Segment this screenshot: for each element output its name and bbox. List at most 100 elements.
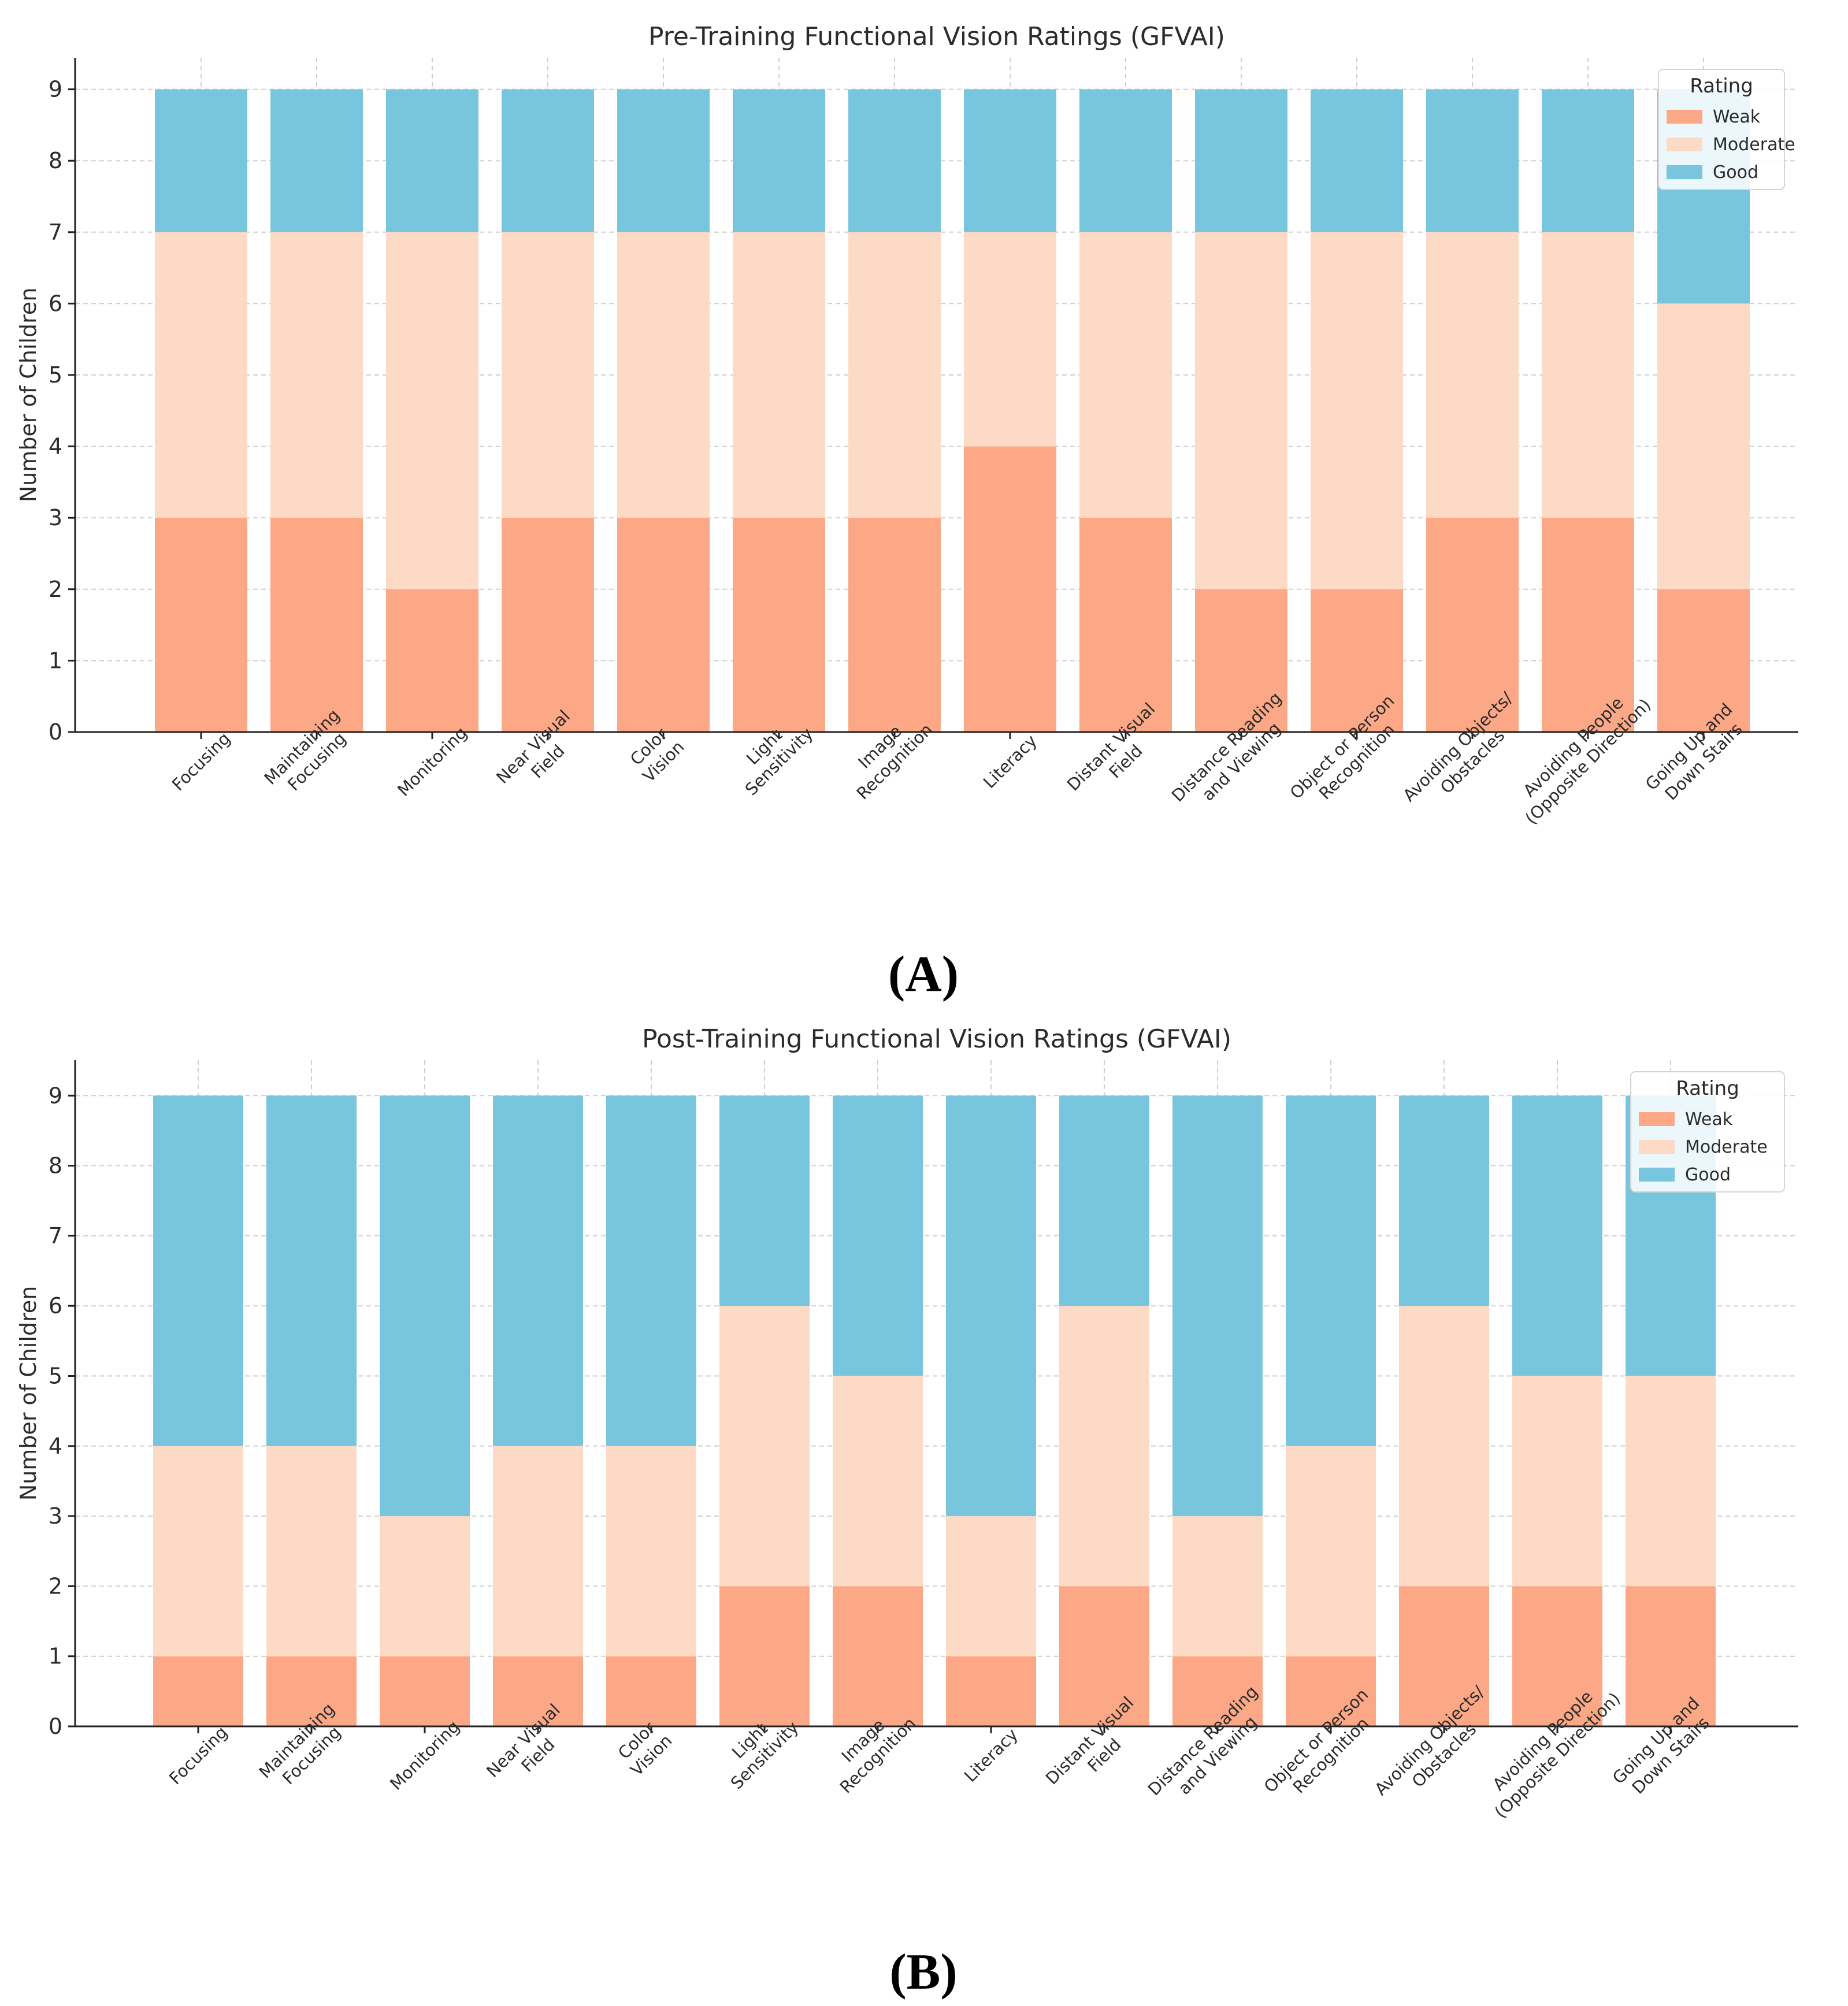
legend-label-weak: Weak bbox=[1713, 107, 1761, 127]
y-axis-label-group: Number of Children bbox=[16, 1286, 41, 1501]
bar-weak bbox=[1512, 1586, 1602, 1726]
bar-weak bbox=[1311, 589, 1403, 732]
bar-moderate bbox=[617, 232, 710, 518]
bar-good bbox=[1195, 89, 1287, 232]
bar-moderate bbox=[606, 1446, 696, 1656]
y-tick-label: 7 bbox=[49, 220, 62, 245]
bar-weak bbox=[1195, 589, 1287, 732]
bar-moderate bbox=[1195, 232, 1287, 589]
bar-weak bbox=[502, 518, 594, 732]
bar-moderate bbox=[270, 232, 363, 518]
bars bbox=[153, 1095, 1716, 1726]
legend-label-moderate: Moderate bbox=[1685, 1137, 1768, 1157]
x-tick-label-line: Literacy bbox=[960, 1725, 1022, 1786]
bar-moderate bbox=[1512, 1376, 1602, 1587]
legend-swatch-good bbox=[1639, 1168, 1675, 1182]
bar-good bbox=[733, 89, 825, 232]
y-tick-label: 9 bbox=[49, 1083, 62, 1108]
bar-good bbox=[1311, 89, 1403, 232]
bar-good bbox=[502, 89, 594, 232]
bar-weak bbox=[733, 518, 825, 732]
bar-moderate bbox=[266, 1446, 357, 1656]
bar-moderate bbox=[1426, 232, 1519, 518]
legend-box bbox=[1630, 1071, 1785, 1193]
legend-label-weak: Weak bbox=[1685, 1109, 1733, 1130]
bar-good bbox=[380, 1095, 470, 1517]
x-tick-label: Literacy bbox=[960, 1725, 1022, 1786]
bar-weak bbox=[1286, 1656, 1376, 1726]
y-tick-label: 8 bbox=[49, 1153, 62, 1179]
chart-title: Pre-Training Functional Vision Ratings (… bbox=[648, 22, 1225, 51]
y-tick-label: 4 bbox=[49, 434, 62, 459]
bar-moderate bbox=[1059, 1306, 1149, 1587]
x-tick-label: Literacy bbox=[979, 731, 1041, 792]
bar-moderate bbox=[833, 1376, 923, 1587]
legend-title: Rating bbox=[1690, 75, 1753, 98]
bar-weak bbox=[380, 1656, 470, 1726]
bar-weak bbox=[1626, 1586, 1716, 1726]
y-tick-label: 3 bbox=[49, 505, 62, 530]
bar-weak bbox=[964, 446, 1056, 732]
legend-label-good: Good bbox=[1685, 1165, 1731, 1185]
bar-weak bbox=[1426, 518, 1519, 732]
legend: Rating Weak Moderate Good bbox=[1658, 69, 1795, 190]
legend-swatch-moderate bbox=[1667, 138, 1702, 151]
legend: Rating Weak Moderate Good bbox=[1630, 1071, 1785, 1193]
y-axis-label: Number of Children bbox=[16, 288, 41, 503]
bar-moderate bbox=[502, 232, 594, 518]
legend-box bbox=[1658, 69, 1785, 190]
legend-label-moderate: Moderate bbox=[1713, 135, 1795, 155]
bar-weak bbox=[266, 1656, 357, 1726]
legend-swatch-good bbox=[1667, 165, 1702, 179]
bar-moderate bbox=[155, 232, 247, 518]
y-axis-label: Number of Children bbox=[16, 1286, 41, 1501]
bar-weak bbox=[617, 518, 710, 732]
y-tick-label: 6 bbox=[49, 1293, 62, 1318]
bar-weak bbox=[1399, 1586, 1489, 1726]
bar-weak bbox=[386, 589, 478, 732]
y-tick-label: 2 bbox=[49, 1573, 62, 1599]
y-tick-label: 1 bbox=[49, 1644, 62, 1669]
bar-moderate bbox=[733, 232, 825, 518]
bar-good bbox=[493, 1095, 583, 1446]
bar-weak bbox=[493, 1656, 583, 1726]
bar-weak bbox=[155, 518, 247, 732]
bar-weak bbox=[1657, 589, 1750, 732]
bar-moderate bbox=[719, 1306, 810, 1587]
legend-label-good: Good bbox=[1713, 162, 1758, 183]
y-tick-label: 6 bbox=[49, 291, 62, 316]
bar-weak bbox=[1079, 518, 1172, 732]
legend-swatch-weak bbox=[1667, 110, 1702, 124]
bar-good bbox=[155, 89, 247, 232]
bar-moderate bbox=[1399, 1306, 1489, 1587]
y-tick-label: 2 bbox=[49, 577, 62, 602]
bars bbox=[155, 89, 1750, 732]
legend-swatch-weak bbox=[1639, 1112, 1675, 1126]
y-tick-label: 7 bbox=[49, 1223, 62, 1249]
bar-weak bbox=[270, 518, 363, 732]
bar-moderate bbox=[1311, 232, 1403, 589]
bar-good bbox=[1286, 1095, 1376, 1446]
bar-good bbox=[1399, 1095, 1489, 1306]
y-tick-label: 9 bbox=[49, 77, 62, 102]
y-tick-label: 8 bbox=[49, 148, 62, 173]
bar-weak bbox=[606, 1656, 696, 1726]
y-tick-label: 4 bbox=[49, 1433, 62, 1459]
bar-weak bbox=[848, 518, 941, 732]
bar-good bbox=[833, 1095, 923, 1376]
bar-weak bbox=[719, 1586, 810, 1726]
bar-weak bbox=[833, 1586, 923, 1726]
panel-label: (B) bbox=[889, 1944, 957, 2000]
bar-moderate bbox=[153, 1446, 243, 1656]
bar-weak bbox=[1542, 518, 1634, 732]
bar-weak bbox=[946, 1656, 1036, 1726]
bar-good bbox=[1059, 1095, 1149, 1306]
bar-good bbox=[1512, 1095, 1602, 1376]
bar-good bbox=[1079, 89, 1172, 232]
bar-good bbox=[964, 89, 1056, 232]
legend-swatch-moderate bbox=[1639, 1140, 1675, 1154]
bar-moderate bbox=[380, 1516, 470, 1656]
bar-good bbox=[617, 89, 710, 232]
